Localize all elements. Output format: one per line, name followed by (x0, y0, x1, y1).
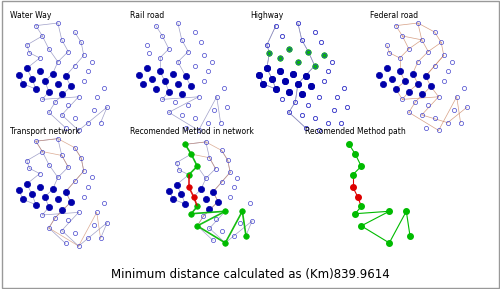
Text: Minimum distance calculated as (Km)839.9614: Minimum distance calculated as (Km)839.9… (110, 268, 390, 281)
Text: Federal road: Federal road (370, 11, 418, 20)
Text: Transport network: Transport network (10, 127, 80, 136)
Text: Recomended Method path: Recomended Method path (305, 127, 406, 136)
Text: Recomended Method in network: Recomended Method in network (130, 127, 254, 136)
Text: Water Way: Water Way (10, 11, 51, 20)
Text: Rail road: Rail road (130, 11, 164, 20)
Text: Highway: Highway (250, 11, 283, 20)
